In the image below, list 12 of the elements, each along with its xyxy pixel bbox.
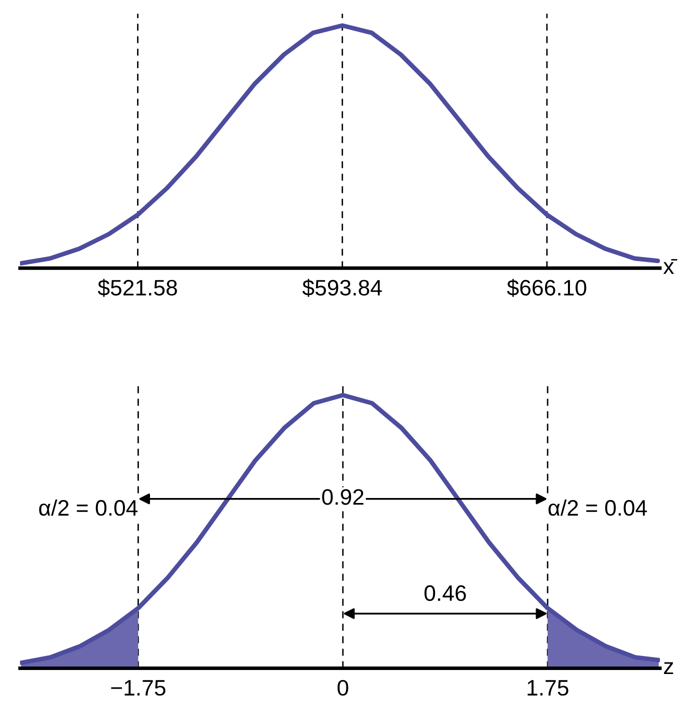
x-tick-label: $593.84	[302, 278, 382, 297]
annotation: α/2 = 0.04	[39, 499, 138, 516]
x-tick-label: 0	[338, 680, 348, 696]
x-tick-label: $521.58	[98, 278, 177, 297]
x-tick-label: 1.75	[528, 680, 568, 696]
annotation: 0.92	[322, 489, 364, 505]
annotation: α/2 = 0.04	[548, 499, 647, 516]
annotation: 0.46	[424, 585, 466, 602]
x-axis-title: z	[664, 662, 674, 674]
x-tick-label: −1.75	[111, 680, 166, 696]
x-tick-label: $666.10	[507, 278, 586, 297]
x-axis-title: x̄	[663, 259, 678, 274]
